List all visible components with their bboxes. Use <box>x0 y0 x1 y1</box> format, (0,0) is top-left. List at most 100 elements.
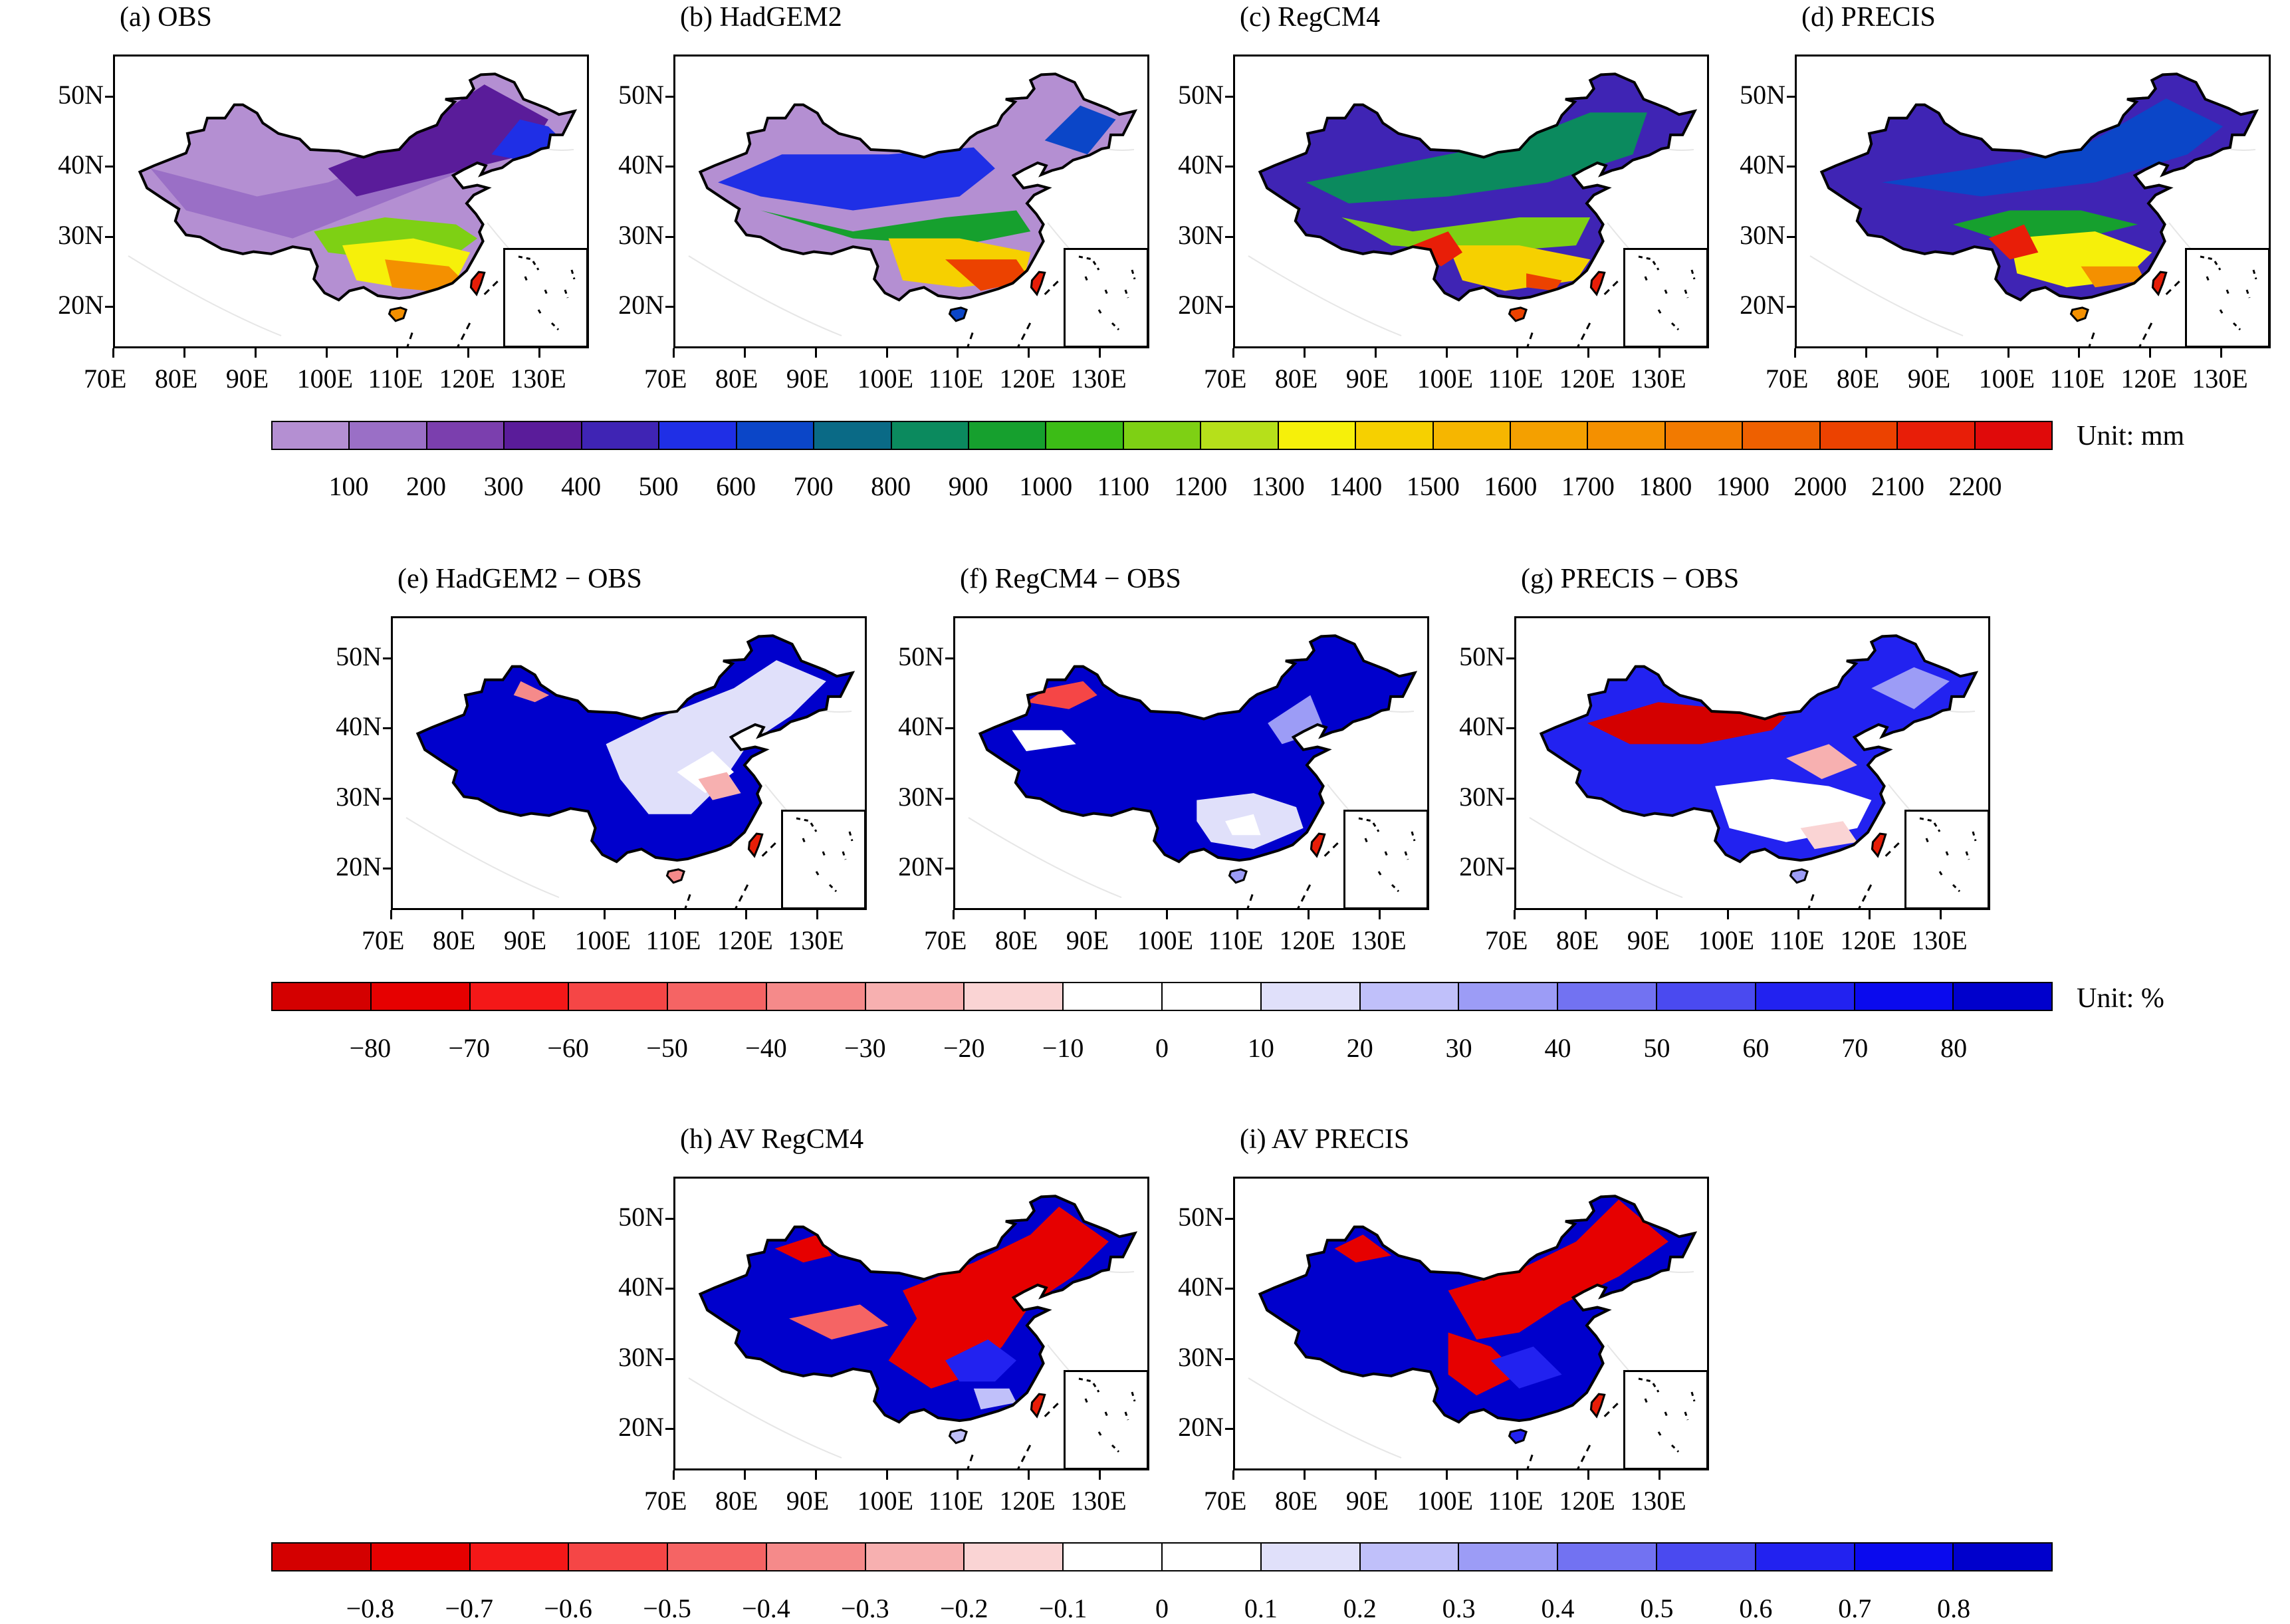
colorbar-label: 0.3 <box>1442 1593 1476 1623</box>
field-region <box>1341 217 1591 253</box>
inset-islands <box>1078 1377 1136 1453</box>
lon-label: 100E <box>1417 364 1474 394</box>
taiwan-island <box>2151 271 2168 296</box>
lat-label: 40N <box>618 1272 664 1302</box>
lon-tick <box>673 1470 675 1480</box>
map-precip_had <box>688 72 1138 346</box>
lat-tick <box>383 657 391 660</box>
south-china-sea-inset <box>1623 248 1707 346</box>
south-china-sea-inset <box>1904 810 1988 908</box>
lon-label: 120E <box>1279 925 1335 955</box>
lat-label: 30N <box>1459 781 1505 812</box>
lon-tick <box>396 348 399 358</box>
colorbar-label: 2000 <box>1793 471 1847 501</box>
field-region <box>1026 681 1097 709</box>
lon-label: 130E <box>1350 925 1407 955</box>
panel-title: (h) AV RegCM4 <box>680 1124 864 1155</box>
field-region <box>677 751 734 794</box>
lon-tick <box>1303 1470 1306 1480</box>
lat-label: 30N <box>898 781 944 812</box>
colorbar-segment <box>1756 983 1855 1010</box>
lat-tick <box>945 867 953 870</box>
map-av_pre <box>1248 1195 1698 1468</box>
lon-tick <box>1869 910 1871 919</box>
colorbar-segment <box>766 1544 866 1570</box>
colorbar-label: 500 <box>638 471 679 501</box>
colorbar-label: −40 <box>745 1033 787 1063</box>
taiwan-island <box>747 832 764 858</box>
lon-tick <box>1303 348 1306 358</box>
hainan-island <box>948 1429 968 1445</box>
lat-label: 40N <box>1459 711 1505 742</box>
inset-islands <box>1358 817 1416 893</box>
lon-tick <box>1726 910 1729 919</box>
lon-tick <box>743 348 746 358</box>
map-bias_had <box>405 634 856 908</box>
lat-tick <box>1506 797 1514 800</box>
lat-tick <box>105 166 113 168</box>
field-region <box>888 1207 1109 1389</box>
colorbar-segment <box>1743 422 1821 449</box>
colorbar-label: 0 <box>1155 1593 1169 1623</box>
lat-label: 20N <box>1178 289 1224 320</box>
lon-tick <box>390 910 392 919</box>
colorbar-segment <box>1657 1544 1756 1570</box>
lat-tick <box>1506 657 1514 660</box>
field-region <box>1988 224 2039 260</box>
colorbar-segment <box>273 983 372 1010</box>
lon-tick <box>1865 348 1867 358</box>
map-frame <box>673 55 1149 348</box>
lon-label: 110E <box>928 364 984 394</box>
colorbar-label: 40 <box>1544 1033 1571 1063</box>
colorbar-segment <box>1360 1544 1460 1570</box>
lat-tick <box>105 235 113 238</box>
lat-tick <box>383 867 391 870</box>
lon-tick <box>814 348 817 358</box>
colorbar-label: 2100 <box>1871 471 1924 501</box>
lat-tick <box>945 727 953 730</box>
colorbar-segment <box>969 422 1047 449</box>
lat-tick <box>105 305 113 308</box>
colorbar-label: 0.8 <box>1937 1593 1971 1623</box>
panel-title: (a) OBS <box>120 2 212 33</box>
colorbar-segment <box>1588 422 1666 449</box>
field-region <box>1225 814 1261 836</box>
inset-islands <box>2200 255 2257 331</box>
lat-tick <box>1225 1357 1233 1360</box>
lat-label: 20N <box>898 851 944 881</box>
colorbar-label: 700 <box>793 471 834 501</box>
map-precip_reg <box>1248 72 1698 346</box>
colorbar-segment <box>1278 422 1357 449</box>
colorbar-label: 1100 <box>1097 471 1149 501</box>
colorbar-segment <box>470 983 570 1010</box>
field-region <box>698 772 741 800</box>
lon-label: 70E <box>644 364 687 394</box>
field-region <box>1786 744 1857 779</box>
colorbar-label: 20 <box>1346 1033 1373 1063</box>
colorbar-label: 1800 <box>1639 471 1692 501</box>
colorbar-segment <box>582 422 660 449</box>
lon-tick <box>183 348 185 358</box>
lat-label: 20N <box>1459 851 1505 881</box>
colorbar-segment <box>1898 422 1976 449</box>
lon-label: 100E <box>857 1486 914 1516</box>
south-china-sea-inset <box>1343 810 1427 908</box>
lon-label: 120E <box>2120 364 2177 394</box>
colorbar-label: 60 <box>1742 1033 1770 1063</box>
lat-label: 50N <box>58 80 104 110</box>
china-border <box>415 634 856 864</box>
lon-tick <box>1445 1470 1448 1480</box>
lon-tick <box>1514 910 1516 919</box>
nine-dash-line <box>1807 841 1901 908</box>
lon-tick <box>1374 1470 1377 1480</box>
lat-tick <box>105 96 113 98</box>
colorbar <box>271 1542 2053 1571</box>
colorbar-segment <box>273 1544 372 1570</box>
lon-label: 80E <box>994 925 1038 955</box>
inset-islands <box>1919 817 1977 893</box>
colorbar-segment <box>766 983 866 1010</box>
lat-label: 40N <box>58 150 104 180</box>
china-border <box>1258 72 1698 302</box>
colorbar-label: 0.5 <box>1640 1593 1674 1623</box>
lat-label: 40N <box>618 150 664 180</box>
